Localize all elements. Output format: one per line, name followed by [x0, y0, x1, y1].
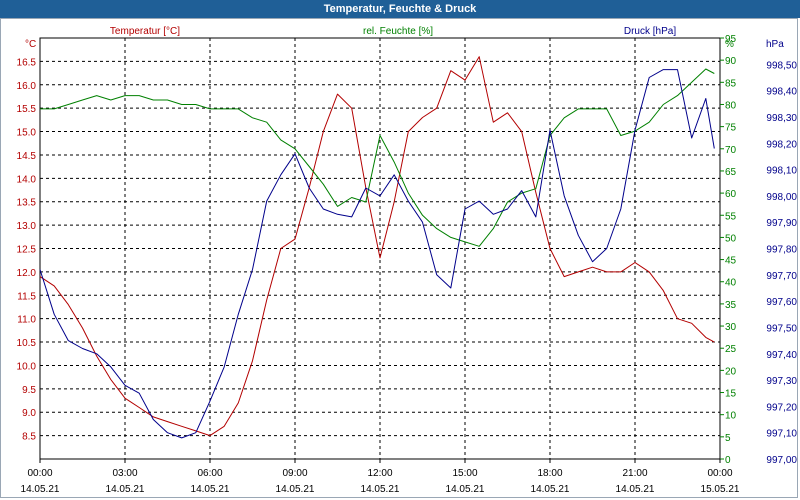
- pressure-tick-label: 998,30: [766, 113, 797, 124]
- pressure-tick-label: 998,10: [766, 166, 797, 177]
- humidity-tick-label: 85: [725, 78, 737, 89]
- temperature-tick-label: 15.5: [17, 104, 37, 115]
- temperature-axis: 16.5 16.0 15.5 15.0 14.5 14.0 13.5 13.0 12.5 12.0…: [17, 57, 37, 442]
- date-tick-label: 14.05.21: [276, 484, 315, 495]
- temperature-unit: °C: [25, 39, 36, 50]
- temperature-tick-label: 8.5: [22, 432, 36, 443]
- humidity-tick-label: 40: [725, 278, 737, 289]
- time-tick-label: 15:00: [452, 468, 477, 479]
- pressure-tick-label: 997,00: [766, 455, 797, 466]
- temperature-tick-label: 12.0: [17, 268, 37, 279]
- date-tick-label: 14.05.21: [616, 484, 655, 495]
- date-tick-label: 14.05.21: [361, 484, 400, 495]
- humidity-tick-label: 20: [725, 366, 737, 377]
- humidity-series-label: rel. Feuchte [%]: [363, 26, 433, 37]
- temperature-tick-label: 13.0: [17, 221, 37, 232]
- humidity-tick-label: 80: [725, 100, 737, 111]
- temperature-tick-label: 13.5: [17, 198, 37, 209]
- temperature-tick-label: 16.5: [17, 57, 37, 68]
- time-tick-label: 18:00: [537, 468, 562, 479]
- temperature-tick-label: 15.0: [17, 128, 37, 139]
- grid: [40, 38, 720, 459]
- humidity-tick-label: 25: [725, 344, 737, 355]
- temperature-tick-label: 11.5: [17, 291, 36, 302]
- time-tick-label: 09:00: [282, 468, 307, 479]
- time-tick-label: 00:00: [707, 468, 732, 479]
- temperature-tick-label: 10.5: [17, 338, 37, 349]
- temperature-tick-label: 14.5: [17, 151, 37, 162]
- humidity-line: [40, 68, 715, 247]
- pressure-tick-label: 997,90: [766, 218, 797, 229]
- pressure-tick-label: 997,80: [766, 245, 797, 256]
- window-title: Temperatur, Feuchte & Druck: [0, 0, 800, 18]
- pressure-line: [39, 69, 715, 439]
- temperature-tick-label: 12.5: [17, 245, 37, 256]
- temperature-line: [39, 56, 715, 437]
- pressure-axis: 998,50 998,40 998,30 998,20 998,10 998,00 997,…: [766, 60, 797, 466]
- humidity-tick-label: 95: [725, 34, 737, 45]
- time-tick-label: 06:00: [197, 468, 222, 479]
- humidity-tick-label: 5: [725, 433, 731, 444]
- temperature-tick-label: 16.0: [17, 81, 37, 92]
- pressure-tick-label: 997,30: [766, 376, 797, 387]
- humidity-tick-label: 0: [725, 455, 731, 466]
- pressure-tick-label: 998,00: [766, 192, 797, 203]
- pressure-tick-label: 997,40: [766, 350, 797, 361]
- humidity-tick-label: 30: [725, 322, 737, 333]
- date-tick-label: 14.05.21: [191, 484, 230, 495]
- humidity-tick-label: 75: [725, 123, 737, 134]
- time-tick-label: 00:00: [27, 468, 52, 479]
- humidity-tick-label: 15: [725, 389, 737, 400]
- date-tick-label: 14.05.21: [446, 484, 485, 495]
- humidity-tick-label: 10: [725, 411, 737, 422]
- pressure-tick-label: 997,70: [766, 271, 797, 282]
- temperature-tick-label: 11.0: [17, 315, 36, 326]
- pressure-tick-label: 997,20: [766, 402, 797, 413]
- date-tick-label: 14.05.21: [531, 484, 570, 495]
- humidity-tick-label: 70: [725, 145, 737, 156]
- series-lines: [39, 56, 715, 439]
- pressure-tick-label: 997,60: [766, 297, 797, 308]
- temperature-tick-label: 14.0: [17, 174, 37, 185]
- humidity-tick-label: 90: [725, 56, 737, 67]
- chart-frame: [0, 18, 798, 498]
- time-tick-label: 12:00: [367, 468, 392, 479]
- humidity-tick-label: 55: [725, 211, 737, 222]
- pressure-tick-label: 998,20: [766, 139, 797, 150]
- pressure-tick-label: 997,10: [766, 429, 797, 440]
- pressure-tick-label: 997,50: [766, 323, 797, 334]
- time-tick-label: 21:00: [622, 468, 647, 479]
- humidity-tick-label: 45: [725, 256, 737, 267]
- pressure-unit: hPa: [766, 39, 784, 50]
- humidity-tick-label: 60: [725, 189, 737, 200]
- humidity-tick-label: 35: [725, 300, 737, 311]
- pressure-tick-label: 998,50: [766, 60, 797, 71]
- date-tick-label: 14.05.21: [21, 484, 60, 495]
- humidity-tick-label: 65: [725, 167, 737, 178]
- date-tick-label: 15.05.21: [701, 484, 740, 495]
- temperature-tick-label: 9.5: [22, 385, 36, 396]
- pressure-tick-label: 998,40: [766, 87, 797, 98]
- time-tick-label: 03:00: [112, 468, 137, 479]
- humidity-unit: %: [725, 39, 734, 50]
- date-tick-label: 14.05.21: [106, 484, 145, 495]
- pressure-series-label: Druck [hPa]: [624, 26, 676, 37]
- humidity-tick-label: 50: [725, 233, 737, 244]
- temperature-tick-label: 10.0: [17, 361, 37, 372]
- temperature-series-label: Temperatur [°C]: [110, 26, 180, 37]
- time-axis: 00:00 14.05.21 03:00 14.05.21 06:00 14.05.21 0…: [21, 459, 740, 495]
- temperature-tick-label: 9.0: [22, 408, 36, 419]
